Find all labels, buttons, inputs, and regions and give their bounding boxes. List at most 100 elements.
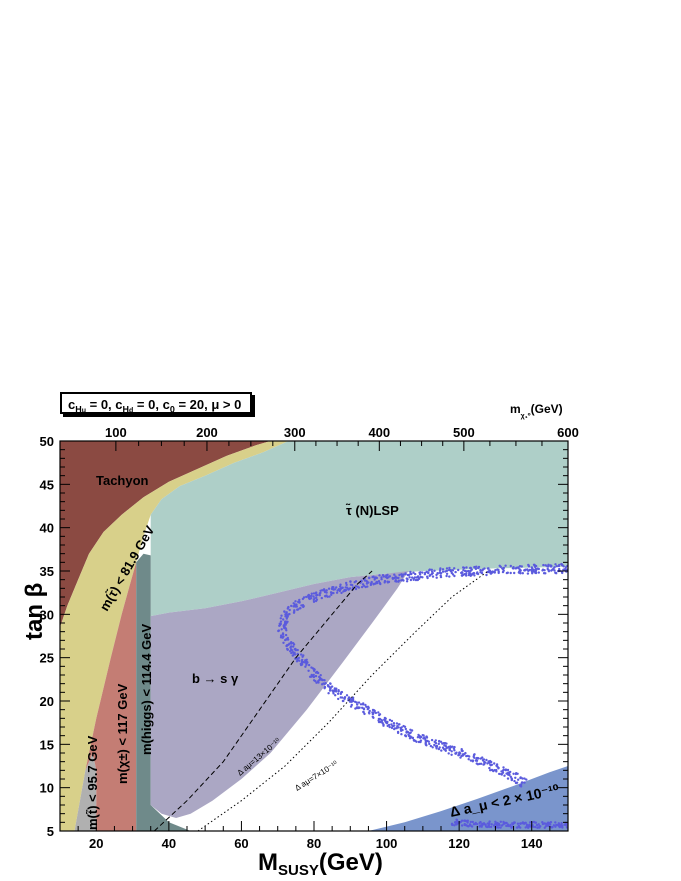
scatter-point: [405, 731, 408, 734]
scatter-point: [313, 597, 316, 600]
label-stop: m(t̃) < 95.7 GeV: [85, 735, 100, 830]
x-tick-label: 140: [521, 836, 543, 851]
scatter-point: [547, 568, 550, 572]
x-axis-title-main: M: [258, 849, 278, 876]
scatter-point: [300, 653, 303, 656]
scatter-point: [384, 575, 388, 579]
scatter-point: [439, 575, 443, 579]
scatter-point: [493, 769, 496, 772]
scatter-point: [558, 567, 561, 571]
scatter-point: [390, 726, 394, 730]
scatter-point: [328, 595, 331, 598]
scatter-point: [386, 581, 390, 584]
scatter-point: [361, 703, 365, 706]
scatter-point: [369, 583, 373, 587]
scatter-point: [495, 763, 499, 766]
scatter-point: [462, 569, 465, 572]
scatter-point: [283, 626, 286, 630]
scatter-point: [480, 571, 484, 575]
scatter-point: [422, 734, 425, 737]
scatter-point: [314, 674, 318, 678]
scatter-point: [453, 749, 456, 752]
scatter-point: [530, 568, 533, 571]
scatter-point: [431, 575, 435, 578]
scatter-point: [519, 776, 522, 780]
scatter-point: [521, 572, 524, 575]
scatter-point: [497, 568, 500, 572]
contour-0: [153, 570, 373, 831]
scatter-point: [335, 687, 338, 690]
scatter-point: [283, 610, 286, 613]
scatter-point: [332, 591, 335, 595]
scatter-point: [430, 568, 433, 571]
scatter-point: [381, 722, 384, 725]
scatter-point: [336, 589, 339, 592]
scatter-point: [507, 771, 510, 775]
scatter-point: [421, 571, 424, 574]
scatter-point: [435, 745, 439, 748]
scatter-point: [415, 576, 418, 579]
scatter-point: [514, 567, 518, 570]
scatter-point: [552, 824, 556, 827]
scatter-point: [462, 573, 465, 577]
scatter-point: [310, 592, 313, 595]
scatter-point: [287, 605, 290, 609]
scatter-point: [449, 570, 453, 573]
scatter-point: [453, 574, 456, 578]
scatter-point: [557, 822, 560, 825]
scatter-point: [327, 692, 330, 695]
scatter-point: [341, 586, 344, 589]
scatter-point: [425, 739, 428, 743]
scatter-point: [304, 665, 307, 668]
scatter-point: [333, 588, 337, 591]
scatter-point: [455, 818, 458, 821]
scatter-point: [527, 563, 530, 567]
scatter-point: [289, 646, 292, 649]
scatter-point: [555, 565, 558, 568]
scatter-point: [282, 641, 285, 644]
scatter-point: [562, 565, 565, 568]
scatter-point: [461, 749, 464, 753]
region-5: [136, 553, 191, 831]
param-cHu-c: c: [68, 397, 76, 412]
scatter-point: [372, 716, 375, 719]
scatter-point: [537, 567, 540, 571]
scatter-point: [502, 820, 505, 824]
scatter-point: [460, 824, 464, 827]
x-tick-label: 60: [234, 836, 248, 851]
scatter-point: [474, 567, 478, 571]
scatter-point: [430, 572, 433, 576]
scatter-point: [457, 568, 460, 572]
scatter-layer: [277, 562, 568, 829]
scatter-point: [409, 578, 413, 582]
top-tick-label: 500: [453, 425, 475, 440]
scatter-point: [438, 739, 441, 743]
scatter-point: [340, 696, 344, 699]
scatter-point: [490, 768, 494, 772]
scatter-point: [345, 583, 348, 587]
scatter-point: [549, 565, 553, 568]
scatter-point: [323, 679, 326, 682]
scatter-point: [550, 569, 553, 572]
scatter-point: [475, 565, 478, 568]
scatter-point: [450, 753, 453, 756]
param-cHu-rest: = 0,: [86, 397, 116, 412]
scatter-point: [282, 618, 285, 621]
scatter-point: [378, 574, 381, 577]
scatter-point: [516, 822, 520, 825]
scatter-point: [492, 824, 496, 827]
scatter-point: [290, 604, 293, 608]
top-tick-label: 300: [284, 425, 306, 440]
scatter-point: [519, 569, 522, 572]
y-tick-label: 30: [40, 607, 54, 622]
scatter-point: [505, 824, 508, 828]
scatter-point: [292, 605, 295, 608]
scatter-point: [555, 823, 558, 827]
scatter-point: [277, 629, 280, 633]
scatter-point: [412, 577, 415, 580]
scatter-point: [532, 825, 535, 828]
label-bsg: b → s γ: [192, 671, 239, 686]
y-tick-label: 25: [40, 651, 54, 666]
scatter-point: [290, 651, 293, 655]
scatter-point: [401, 578, 404, 582]
